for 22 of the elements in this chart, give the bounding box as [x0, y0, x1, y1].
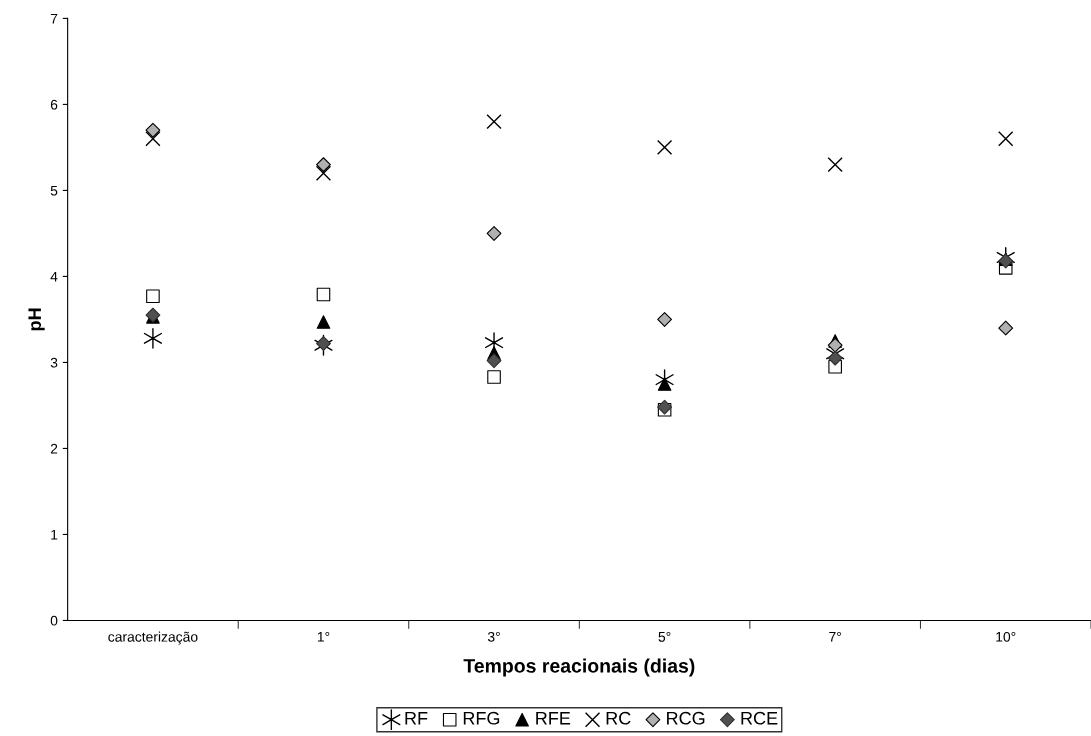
legend-label: RC [606, 711, 631, 725]
y-tick-label: 3 [50, 357, 58, 368]
x-tick-label: 10° [996, 631, 1016, 642]
y-tick-label: 4 [50, 271, 58, 282]
legend-label: RCG [667, 711, 705, 725]
y-tick-label: 1 [51, 529, 58, 540]
y-tick-label: 2 [50, 443, 58, 454]
x-tick-label: 5° [658, 631, 671, 642]
x-axis-title: Tempos reacionais (dias) [463, 658, 695, 677]
legend-label: RF [405, 712, 428, 725]
y-tick-label: 5 [50, 185, 58, 196]
x-tick-label: 1° [317, 631, 330, 642]
x-tick-label: 3° [487, 631, 500, 642]
legend-label: RCE [741, 711, 778, 725]
y-tick-label: 0 [50, 615, 58, 626]
y-tick-label: 7 [50, 13, 58, 24]
legend-label: RFG [463, 711, 500, 725]
y-tick-label: 6 [50, 99, 58, 110]
x-tick-label: caracterização [108, 631, 198, 645]
x-tick-label: 7° [829, 631, 841, 642]
legend-label: RFE [536, 712, 571, 725]
y-axis-title: pH [28, 308, 45, 331]
